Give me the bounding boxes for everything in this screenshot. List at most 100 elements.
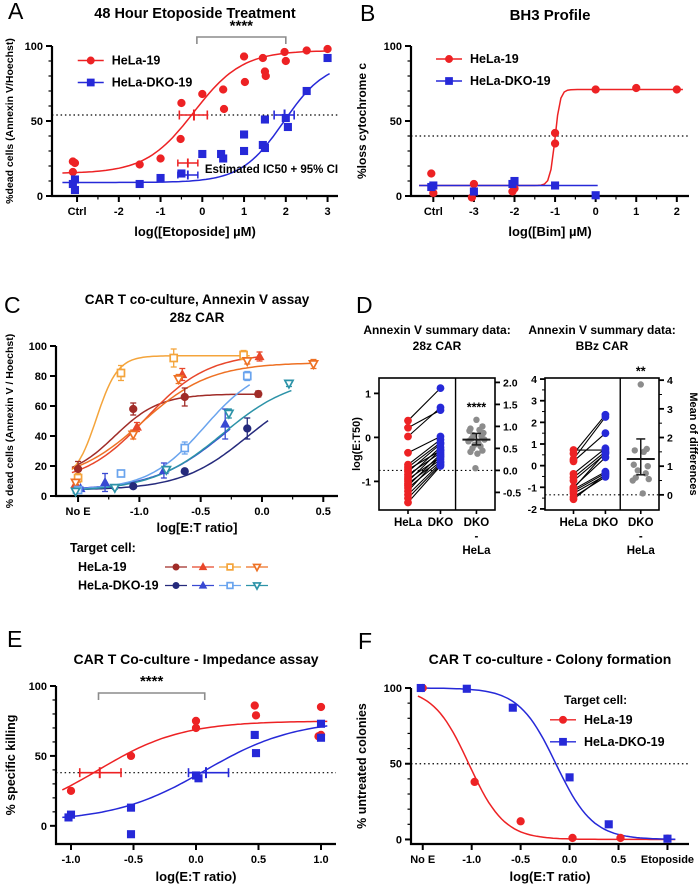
svg-text:100: 100: [384, 683, 402, 695]
svg-text:2.0: 2.0: [503, 377, 518, 389]
svg-text:%loss cytochrome c: %loss cytochrome c: [355, 63, 369, 179]
panel-b-letter: B: [360, 0, 376, 26]
svg-text:HeLa-19: HeLa-19: [584, 713, 633, 727]
svg-text:2: 2: [667, 433, 673, 445]
svg-text:0: 0: [41, 491, 47, 503]
svg-text:100: 100: [384, 41, 402, 53]
svg-text:% specific killing: % specific killing: [4, 715, 18, 816]
svg-text:4: 4: [667, 375, 673, 387]
svg-text:1: 1: [365, 388, 371, 400]
svg-text:1.5: 1.5: [503, 399, 518, 411]
svg-text:Target cell:: Target cell:: [564, 693, 627, 707]
svg-text:log([Bim] µM): log([Bim] µM): [508, 224, 591, 239]
svg-text:-3: -3: [469, 206, 479, 218]
svg-text:0.5: 0.5: [316, 506, 331, 518]
svg-text:2: 2: [531, 417, 537, 429]
svg-text:2: 2: [283, 206, 289, 218]
svg-text:0.0: 0.0: [254, 506, 269, 518]
svg-text:-0.5: -0.5: [124, 854, 143, 866]
svg-text:% dead cells (Annexin V / Hoe: % dead cells (Annexin V / Hoechst): [4, 334, 16, 508]
svg-text:HeLa-19: HeLa-19: [112, 54, 161, 68]
svg-text:-: -: [475, 531, 479, 543]
svg-text:0: 0: [531, 461, 537, 473]
svg-text:HeLa-DKO-19: HeLa-DKO-19: [78, 579, 159, 593]
svg-text:0: 0: [396, 191, 402, 203]
svg-text:HeLa-DKO-19: HeLa-DKO-19: [584, 735, 665, 749]
panel-f: F 0 50 100 No E -1.0 -0.5 0.0 0.5 Etoposide Targe…: [349, 598, 698, 885]
svg-text:BH3 Profile: BH3 Profile: [510, 7, 591, 24]
svg-text:DKO: DKO: [428, 517, 454, 529]
svg-text:-1.0: -1.0: [130, 506, 149, 518]
svg-text:40: 40: [35, 431, 47, 443]
svg-text:-1: -1: [550, 206, 560, 218]
svg-text:**: **: [636, 365, 646, 379]
panel-e-chart: 0 50 100 -1.0 -0.5 0.0 0.5 1.0 **** CAR T Co-cult…: [0, 598, 349, 890]
panel-c: C 0 20 40 60 80 100 No E -1.0 -0.5 0.0 0.5 Target c…: [0, 282, 349, 598]
svg-text:****: ****: [467, 400, 487, 414]
panel-c-chart: 0 20 40 60 80 100 No E -1.0 -0.5 0.0 0.5 Target cel…: [0, 282, 349, 603]
svg-text:4: 4: [531, 374, 537, 386]
panel-b-chart: 0 50 100 Ctrl -3 -2 -1 0 1 2 HeLa-19 HeLa-DKO-19 BH3…: [349, 0, 698, 263]
svg-text:CAR T co-culture, Annexin V a: CAR T co-culture, Annexin V assay: [85, 292, 310, 307]
panel-d: D 1 0 -1 2.0 1.5 1.0 0.5 0.0 -0.5 **** HeLa DKO DKO -…: [349, 282, 698, 598]
svg-text:50: 50: [390, 116, 402, 128]
svg-text:-1: -1: [528, 482, 537, 494]
svg-text:Mean of differences: Mean of differences: [687, 392, 698, 495]
svg-text:DKO: DKO: [593, 517, 619, 529]
svg-text:60: 60: [35, 401, 47, 413]
svg-text:log(E:T ratio): log(E:T ratio): [156, 869, 237, 884]
svg-text:-: -: [639, 531, 643, 543]
svg-text:0.0: 0.0: [503, 465, 518, 477]
svg-text:Ctrl: Ctrl: [424, 206, 443, 218]
svg-text:0: 0: [396, 834, 402, 846]
svg-text:-0.5: -0.5: [503, 487, 521, 499]
svg-text:3: 3: [324, 206, 330, 218]
svg-text:50: 50: [35, 751, 47, 763]
panel-e-letter: E: [7, 626, 23, 652]
svg-text:-1: -1: [362, 476, 371, 488]
panel-a: A 0 50 100 Ctrl -2 -1 0 1 2 3 **** HeLa-19 HeLa-DKO-…: [0, 0, 349, 258]
svg-text:1: 1: [241, 206, 247, 218]
svg-text:1: 1: [633, 206, 639, 218]
svg-text:28z CAR: 28z CAR: [413, 339, 462, 353]
svg-text:HeLa: HeLa: [394, 517, 423, 529]
svg-text:Etoposide: Etoposide: [641, 854, 694, 866]
svg-text:****: ****: [140, 673, 164, 690]
svg-text:0.0: 0.0: [562, 854, 577, 866]
panel-d-letter: D: [356, 292, 373, 318]
svg-text:HeLa-19: HeLa-19: [78, 560, 127, 574]
panel-c-letter: C: [4, 292, 21, 318]
svg-text:0: 0: [41, 821, 47, 833]
svg-text:Annexin V summary data:: Annexin V summary data:: [363, 323, 510, 337]
svg-text:No E: No E: [66, 506, 91, 518]
svg-text:-1: -1: [156, 206, 166, 218]
svg-text:50: 50: [31, 116, 43, 128]
svg-text:-1.0: -1.0: [62, 854, 81, 866]
svg-text:0.0: 0.0: [188, 854, 203, 866]
svg-text:No E: No E: [410, 854, 435, 866]
panel-a-letter: A: [8, 0, 24, 24]
svg-text:DKO: DKO: [628, 517, 654, 529]
svg-text:Estimated IC50 + 95% CI: Estimated IC50 + 95% CI: [205, 164, 338, 176]
svg-text:log([Etoposide] µM): log([Etoposide] µM): [134, 224, 256, 239]
panel-f-chart: 0 50 100 No E -1.0 -0.5 0.0 0.5 Etoposide Target …: [349, 598, 698, 890]
svg-text:0: 0: [37, 191, 43, 203]
panel-d-chart: 1 0 -1 2.0 1.5 1.0 0.5 0.0 -0.5 **** HeLa DKO DKO - He…: [349, 282, 698, 603]
svg-text:-0.5: -0.5: [191, 506, 210, 518]
svg-text:50: 50: [390, 759, 402, 771]
svg-text:HeLa-19: HeLa-19: [470, 52, 519, 66]
svg-text:0.5: 0.5: [503, 443, 518, 455]
svg-text:20: 20: [35, 461, 47, 473]
svg-text:log[E:T ratio]: log[E:T ratio]: [157, 520, 238, 535]
svg-text:0.5: 0.5: [611, 854, 626, 866]
svg-text:100: 100: [29, 681, 47, 693]
svg-text:CAR T Co-culture - Impedance a: CAR T Co-culture - Impedance assay: [73, 651, 318, 667]
svg-text:100: 100: [29, 341, 47, 353]
svg-text:log(E:T50): log(E:T50): [351, 417, 363, 471]
svg-text:Ctrl: Ctrl: [68, 206, 87, 218]
svg-text:100: 100: [25, 41, 43, 53]
svg-text:1.0: 1.0: [313, 854, 328, 866]
svg-text:-2: -2: [114, 206, 124, 218]
svg-text:-0.5: -0.5: [511, 854, 530, 866]
svg-text:0: 0: [365, 432, 371, 444]
